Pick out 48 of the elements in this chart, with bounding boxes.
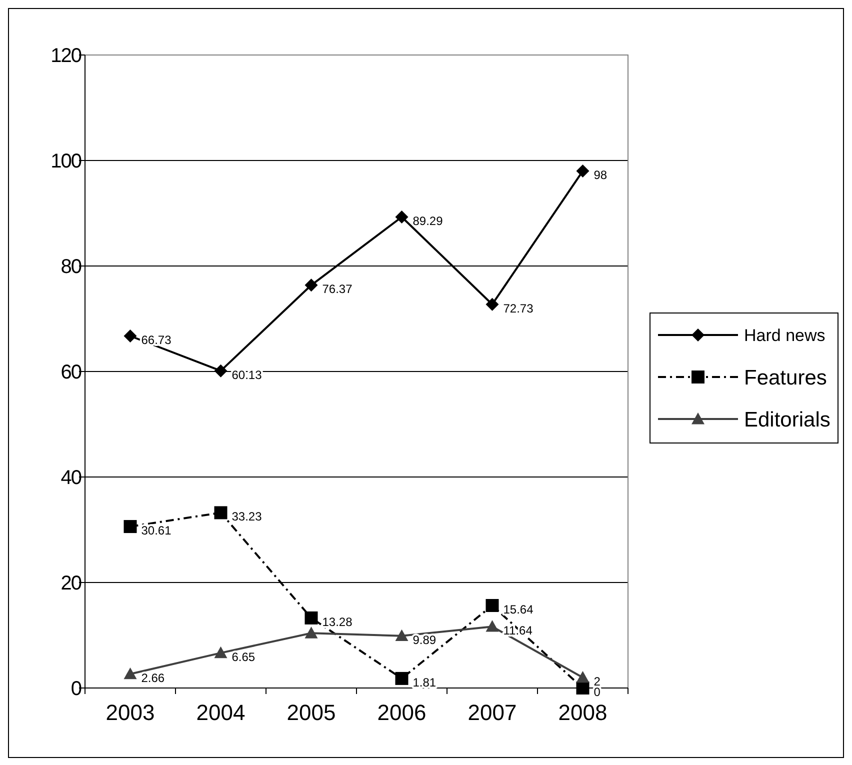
- x-tick-label: 2005: [286, 700, 336, 725]
- data-label: 6.65: [232, 650, 256, 664]
- x-tick-label: 2006: [377, 700, 426, 725]
- data-label: 2.66: [141, 670, 165, 685]
- point: [304, 611, 318, 624]
- point: [395, 629, 408, 642]
- point: [395, 672, 408, 685]
- data-label: 15.64: [503, 602, 534, 616]
- data-label: 66.73: [141, 333, 172, 347]
- data-label: 98: [594, 168, 608, 182]
- y-tick-label: 40: [60, 467, 82, 489]
- data-label: 33.23: [232, 510, 262, 524]
- x-tick-label: 2004: [196, 700, 246, 725]
- point: [395, 210, 408, 224]
- point: [214, 646, 228, 658]
- y-tick-label: 80: [60, 256, 82, 278]
- point: [576, 682, 590, 694]
- x-tick-label: 2003: [106, 700, 155, 725]
- point: [214, 506, 228, 520]
- point: [486, 620, 499, 632]
- y-tick-label: 0: [70, 678, 82, 700]
- y-tick-label: 120: [50, 45, 82, 67]
- data-label: 30.61: [141, 524, 172, 538]
- data-label: 72.73: [503, 301, 534, 316]
- point: [304, 626, 318, 638]
- y-tick-label: 20: [60, 572, 82, 594]
- legend-label: Editorials: [744, 408, 830, 432]
- data-label: 13.28: [322, 614, 353, 629]
- x-tick-label: 2008: [558, 700, 608, 725]
- y-tick-label: 60: [60, 362, 82, 384]
- point: [214, 364, 228, 378]
- point: [304, 278, 318, 292]
- y-tick-label: 100: [50, 150, 82, 172]
- point: [486, 298, 499, 311]
- x-tick-label: 2007: [468, 700, 517, 725]
- point: [124, 667, 137, 680]
- data-label: 2: [594, 674, 601, 688]
- point: [576, 670, 590, 683]
- point: [486, 599, 499, 612]
- data-label: 76.37: [322, 282, 353, 296]
- point: [576, 164, 590, 178]
- data-label: 9.89: [412, 632, 436, 647]
- data-label: 89.29: [412, 214, 444, 228]
- point: [124, 520, 137, 534]
- point: [124, 330, 137, 342]
- data-label: 1.81: [412, 675, 436, 690]
- legend-label: Features: [744, 366, 827, 390]
- legend-label: Hard news: [744, 326, 826, 345]
